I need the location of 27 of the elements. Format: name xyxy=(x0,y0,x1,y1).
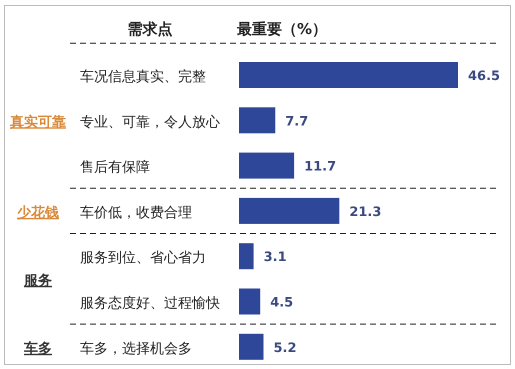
bar xyxy=(239,334,264,360)
bar xyxy=(239,62,458,88)
bar xyxy=(239,288,260,314)
data-label: 11.7 xyxy=(304,160,336,175)
text: 少花钱 xyxy=(17,204,59,221)
text: 真实可靠 xyxy=(9,113,66,130)
y-tick-label: 服务态度好、过程愉快 xyxy=(80,296,220,312)
bar xyxy=(239,198,340,224)
bar xyxy=(239,107,276,134)
text: 车多 xyxy=(23,340,52,357)
data-label: 21.3 xyxy=(349,204,382,220)
y-tick-label: 车价低，收费合理 xyxy=(80,204,192,221)
y-axis-title: 需求点 xyxy=(128,20,172,38)
y-tick-label: 车况信息真实、完整 xyxy=(80,69,206,85)
chart-title: 最重要（%） xyxy=(236,20,328,38)
y-tick-label: 服务到位、省心省力 xyxy=(80,250,206,266)
y-tick-label: 专业、可靠，令人放心 xyxy=(80,114,220,130)
data-label: 7.7 xyxy=(285,114,308,130)
text: 服务 xyxy=(23,272,52,289)
data-label: 5.2 xyxy=(273,340,297,356)
y-tick-label: 车多，选择机会多 xyxy=(80,340,192,357)
y-tick-label: 售后有保障 xyxy=(80,160,150,176)
data-label: 3.1 xyxy=(264,250,287,266)
bar xyxy=(239,243,254,270)
data-label: 46.5 xyxy=(468,69,500,84)
bar xyxy=(239,152,294,179)
data-label: 4.5 xyxy=(270,296,294,310)
